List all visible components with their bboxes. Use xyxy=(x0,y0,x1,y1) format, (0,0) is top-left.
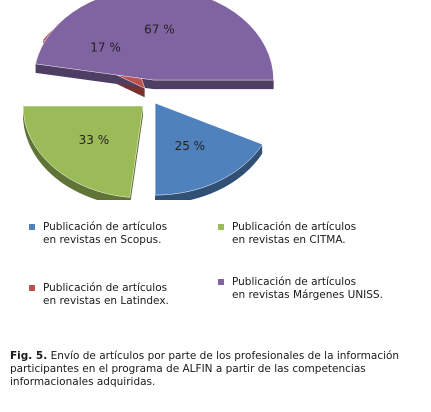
pie-chart: 25 % 33 % 17 % 67 % xyxy=(22,0,274,200)
data-label-citma: 33 % xyxy=(79,133,110,147)
data-label-scopus: 25 % xyxy=(175,139,206,153)
caption-text: Envío de artículos por parte de los prof… xyxy=(10,350,400,388)
caption-label: Fig. 5. xyxy=(10,350,48,362)
legend-label-scopus: Publicación de artículos en revistas en … xyxy=(43,221,168,246)
pie-slice-scopus xyxy=(154,102,263,196)
legend-label-margenes: Publicación de artículos en revistas Már… xyxy=(232,276,383,301)
legend-swatch-margenes xyxy=(218,279,224,285)
pie-slice-citma xyxy=(22,105,144,198)
legend-swatch-scopus xyxy=(29,224,35,230)
figure-caption: Fig. 5. Envío de artículos por parte de … xyxy=(10,350,422,389)
legend-swatch-latindex xyxy=(29,285,35,291)
legend-swatch-citma xyxy=(218,224,224,230)
data-label-latindex: 17 % xyxy=(90,41,121,55)
pie-slices xyxy=(22,0,274,198)
pie-data-labels: 25 % 33 % 17 % 67 % xyxy=(79,23,205,153)
legend-label-latindex: Publicación de artículos en revistas en … xyxy=(43,282,169,307)
pie-slice-margenes xyxy=(35,0,274,81)
data-label-margenes: 67 % xyxy=(144,23,175,37)
legend-label-citma: Publicación de artículos en revistas en … xyxy=(232,221,357,246)
